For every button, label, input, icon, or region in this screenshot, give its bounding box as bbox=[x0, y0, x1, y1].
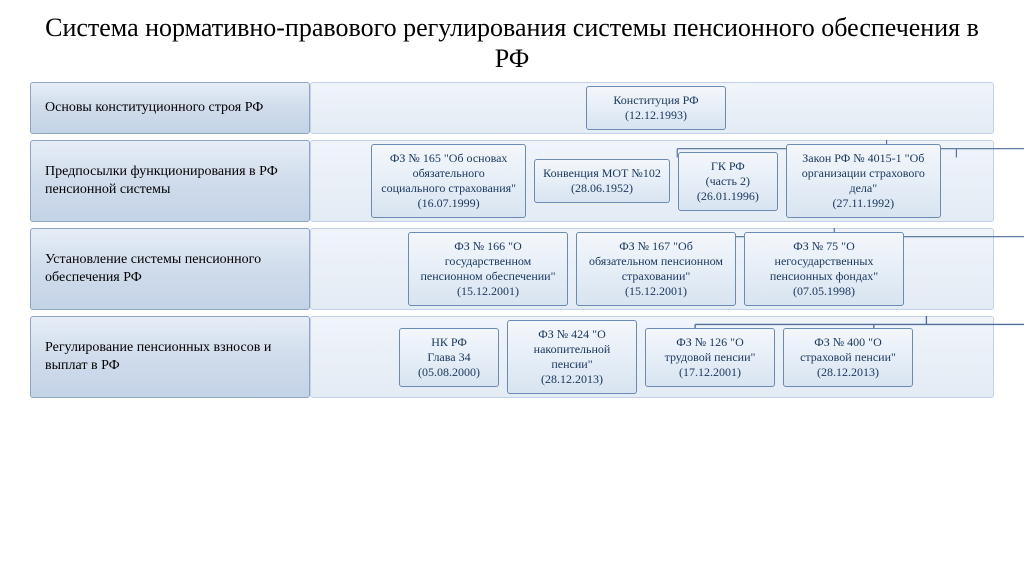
node-ilo102: Конвенция МОТ №102(28.06.1952) bbox=[534, 159, 670, 203]
page-title: Система нормативно-правового регулирован… bbox=[0, 0, 1024, 82]
node-constitution: Конституция РФ(12.12.1993) bbox=[586, 86, 726, 130]
row-label: Регулирование пенсионных взносов и выпла… bbox=[30, 316, 310, 398]
row-label: Основы конституционного строя РФ bbox=[30, 82, 310, 134]
node-gk2: ГК РФ(часть 2)(26.01.1996) bbox=[678, 152, 778, 211]
node-fz126: ФЗ № 126 "О трудовой пенсии"(17.12.2001) bbox=[645, 328, 775, 387]
node-fz400: ФЗ № 400 "О страховой пенсии"(28.12.2013… bbox=[783, 328, 913, 387]
row-constitution: Основы конституционного строя РФ Констит… bbox=[30, 82, 994, 134]
row-regulation: Регулирование пенсионных взносов и выпла… bbox=[30, 316, 994, 398]
row-establishment: Установление системы пенсионного обеспеч… bbox=[30, 228, 994, 310]
row-prerequisites: Предпосылки функционирования в РФ пенсио… bbox=[30, 140, 994, 222]
row-label: Установление системы пенсионного обеспеч… bbox=[30, 228, 310, 310]
org-chart: Основы конституционного строя РФ Констит… bbox=[0, 82, 1024, 398]
row-label: Предпосылки функционирования в РФ пенсио… bbox=[30, 140, 310, 222]
node-law4015: Закон РФ № 4015-1 "Об организации страхо… bbox=[786, 144, 941, 218]
node-fz167: ФЗ № 167 "Об обязательном пенсионном стр… bbox=[576, 232, 736, 306]
node-fz424: ФЗ № 424 "О накопительной пенсии"(28.12.… bbox=[507, 320, 637, 394]
node-fz166: ФЗ № 166 "О государственном пенсионном о… bbox=[408, 232, 568, 306]
node-nk34: НК РФГлава 34(05.08.2000) bbox=[399, 328, 499, 387]
node-fz75: ФЗ № 75 "О негосударственных пенсионных … bbox=[744, 232, 904, 306]
node-fz165: ФЗ № 165 "Об основах обязательного социа… bbox=[371, 144, 526, 218]
